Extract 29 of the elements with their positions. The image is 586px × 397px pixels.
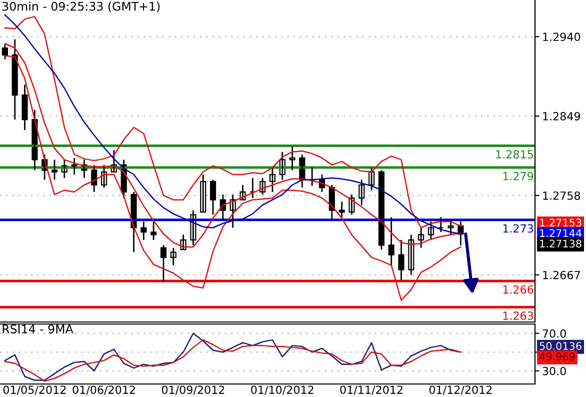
text: 49.969 — [540, 352, 575, 360]
text: 50.0136 — [540, 342, 582, 350]
ref-line-label: 1.263 — [503, 312, 534, 320]
x-tick-label: 01/11/2012 — [340, 386, 402, 395]
y-tick-label: 1.2940 — [543, 32, 580, 42]
line-series — [4, 332, 462, 381]
ref-line-label: 1.2815 — [496, 150, 533, 158]
x-tick-label: 01/05/2012 — [3, 386, 66, 395]
y-tick-label: 1.2758 — [543, 191, 580, 200]
candlestick — [438, 216, 444, 233]
y-tick-label: 70.0 — [542, 329, 566, 338]
ref-line-label: 1.273 — [503, 224, 534, 233]
y-tick-label: 1.2849 — [543, 112, 580, 120]
line-series — [4, 339, 462, 382]
y-tick-label: 1.2667 — [543, 270, 580, 280]
candlestick — [250, 177, 256, 199]
text: 1.27138 — [540, 240, 582, 248]
y-tick-label: 30.0 — [542, 366, 566, 376]
ref-line-label: 1.266 — [503, 285, 534, 294]
x-tick-label: 01/06/2012 — [72, 386, 135, 395]
text: 1.27153 — [540, 218, 582, 227]
ref-line-label: 1.279 — [503, 172, 534, 180]
text: 1.27144 — [540, 229, 582, 237]
candlestick — [51, 158, 58, 180]
chart-title: RSI14 - 9MA — [2, 324, 74, 334]
x-tick-label: 01/10/2012 — [251, 386, 314, 395]
chart-title: 30min - 09:25:33 (GMT+1) — [2, 2, 160, 12]
x-tick-label: 01/09/2012 — [162, 386, 224, 395]
x-tick-label: 01/12/2012 — [429, 386, 492, 395]
